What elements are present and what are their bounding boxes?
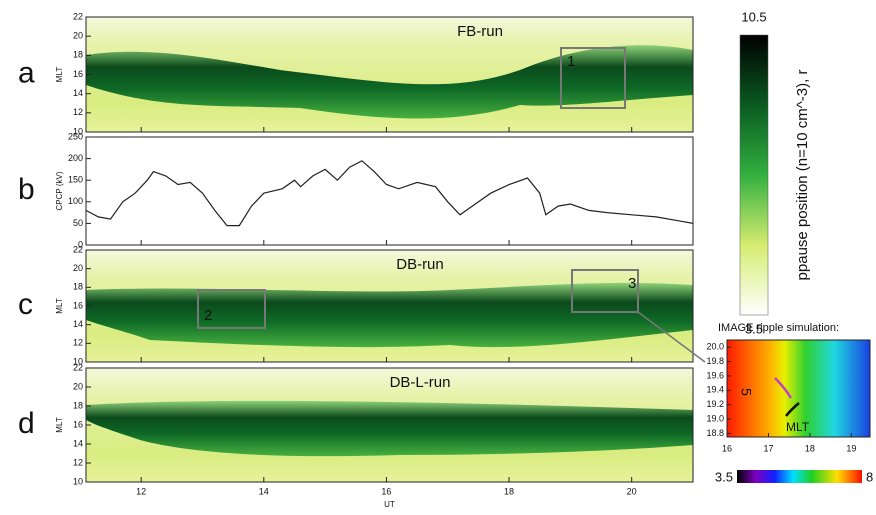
x-tick-label: 16 xyxy=(381,486,391,496)
panel-label: a xyxy=(18,56,35,89)
inset-y-tick-label: 20.0 xyxy=(706,342,724,352)
x-tick-label: 14 xyxy=(259,486,269,496)
y-tick-label: 12 xyxy=(73,457,83,467)
annotation-label: 2 xyxy=(204,307,212,324)
panel-label: b xyxy=(18,173,35,206)
inset-y-tick-label: 19.4 xyxy=(706,385,724,395)
y-tick-label: 20 xyxy=(73,381,83,391)
inset-annotation: MLT xyxy=(786,420,810,434)
inset-y-tick-label: 18.8 xyxy=(706,428,724,438)
y-tick-label: 100 xyxy=(68,196,83,206)
y-axis-label: MLT xyxy=(55,417,64,433)
inset-title: IMAGE ripple simulation: xyxy=(718,322,839,334)
y-tick-label: 18 xyxy=(73,400,83,410)
figure: aFB-runMLT10121416182022bCPCP (kV)050100… xyxy=(0,0,876,515)
y-tick-label: 22 xyxy=(73,11,83,21)
panel-title: FB-run xyxy=(457,23,503,40)
colorbar xyxy=(740,35,768,315)
panel-label: c xyxy=(18,288,33,321)
x-axis-label: UT xyxy=(384,500,395,509)
y-tick-label: 18 xyxy=(73,282,83,292)
panel-label: d xyxy=(18,407,35,440)
inset-y-tick-label: 19.8 xyxy=(706,356,724,366)
x-tick-label: 12 xyxy=(136,486,146,496)
y-tick-label: 14 xyxy=(73,438,83,448)
y-tick-label: 20 xyxy=(73,31,83,41)
plot-frame xyxy=(86,137,693,245)
y-tick-label: 250 xyxy=(68,131,83,141)
y-tick-label: 16 xyxy=(73,300,83,310)
annotation-label: 3 xyxy=(628,275,636,292)
y-tick-label: 18 xyxy=(73,50,83,60)
inset-x-tick-label: 18 xyxy=(805,443,815,453)
y-axis-label: MLT xyxy=(55,67,64,83)
inset-colorbar-tick-label: 8 xyxy=(866,469,873,484)
y-tick-label: 10 xyxy=(73,476,83,486)
inset-annotation: 5 xyxy=(738,388,754,396)
cpcp-line xyxy=(86,161,693,226)
y-tick-label: 22 xyxy=(73,362,83,372)
x-tick-label: 20 xyxy=(627,486,637,496)
inset-x-tick-label: 17 xyxy=(763,443,773,453)
inset-y-tick-label: 19.6 xyxy=(706,370,724,380)
y-axis-label: MLT xyxy=(55,298,64,314)
inset-x-tick-label: 19 xyxy=(846,443,856,453)
panel-title: DB-run xyxy=(396,256,444,273)
colorbar-tick-label: 10.5 xyxy=(741,9,766,24)
y-axis-label: CPCP (kV) xyxy=(55,171,64,210)
y-tick-label: 16 xyxy=(73,419,83,429)
y-tick-label: 20 xyxy=(73,263,83,273)
y-tick-label: 150 xyxy=(68,175,83,185)
inset-y-tick-label: 19.2 xyxy=(706,399,724,409)
y-tick-label: 50 xyxy=(73,218,83,228)
y-tick-label: 12 xyxy=(73,338,83,348)
annotation-label: 1 xyxy=(567,53,575,70)
y-tick-label: 14 xyxy=(73,88,83,98)
colorbar-label: ppause position (n=10 cm^-3), r xyxy=(794,70,811,281)
inset-x-tick-label: 16 xyxy=(722,443,732,453)
inset-y-tick-label: 19.0 xyxy=(706,413,724,423)
y-tick-label: 22 xyxy=(73,244,83,254)
inset-colorbar xyxy=(737,470,862,483)
heatmap-band xyxy=(86,283,693,347)
y-tick-label: 16 xyxy=(73,69,83,79)
y-tick-label: 12 xyxy=(73,107,83,117)
y-tick-label: 14 xyxy=(73,319,83,329)
x-tick-label: 18 xyxy=(504,486,514,496)
inset-colorbar-tick-label: 3.5 xyxy=(715,469,733,484)
y-tick-label: 200 xyxy=(68,153,83,163)
panel-title: DB-L-run xyxy=(390,374,451,391)
